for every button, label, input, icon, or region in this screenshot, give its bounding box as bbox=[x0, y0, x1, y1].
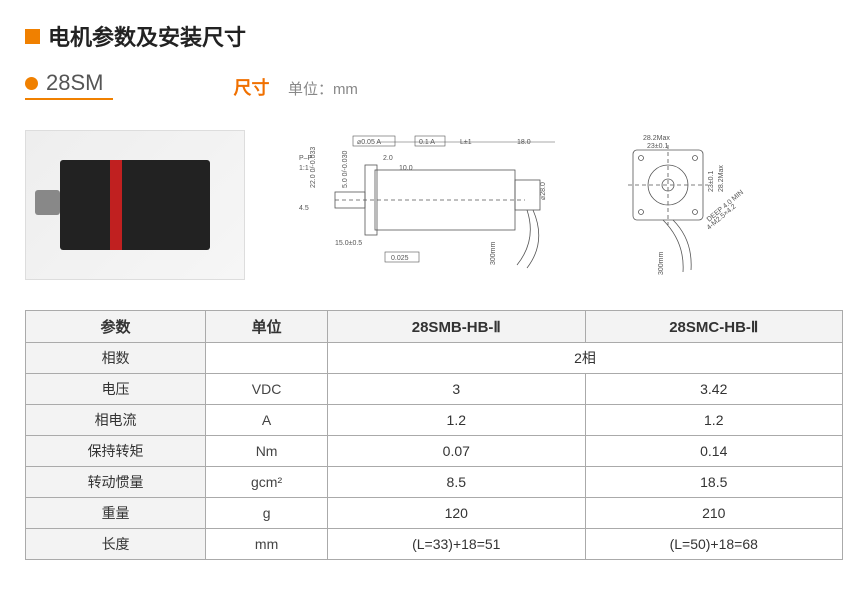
dimensions-label-group: 尺寸 单位：mm bbox=[233, 74, 357, 100]
gdtol3-label: 0.025 bbox=[391, 255, 409, 262]
col-unit: 单位 bbox=[206, 311, 328, 343]
value-cell-span: 2相 bbox=[328, 343, 843, 374]
motor-photo-placeholder bbox=[60, 160, 210, 250]
unit-cell: Nm bbox=[206, 436, 328, 467]
drawing-front-view: 28.2Max 23±0.1 23±0.1 28.2Max 4-M2.5×4.2… bbox=[603, 130, 773, 280]
circle-bullet-icon bbox=[25, 77, 38, 90]
value-cell-2: 18.5 bbox=[585, 467, 842, 498]
value-cell-1: 3 bbox=[328, 374, 585, 405]
param-name-cell: 长度 bbox=[26, 529, 206, 560]
value-cell-1: 8.5 bbox=[328, 467, 585, 498]
param-name-cell: 相数 bbox=[26, 343, 206, 374]
param-name-cell: 相电流 bbox=[26, 405, 206, 436]
title-text: 电机参数及安装尺寸 bbox=[48, 20, 246, 52]
unit-cell: A bbox=[206, 405, 328, 436]
unit-cell: g bbox=[206, 498, 328, 529]
table-row: 重量g120210 bbox=[26, 498, 843, 529]
value-cell-1: 0.07 bbox=[328, 436, 585, 467]
col-model2: 28SMC-HB-Ⅱ bbox=[585, 311, 842, 343]
d300-label-2: 300mm bbox=[658, 251, 665, 275]
unit-cell: gcm² bbox=[206, 467, 328, 498]
section-title: 电机参数及安装尺寸 bbox=[25, 20, 843, 52]
spec-table: 参数 单位 28SMB-HB-Ⅱ 28SMC-HB-Ⅱ 相数2相电压VDC33.… bbox=[25, 310, 843, 560]
d282max-label-2: 28.2Max bbox=[718, 165, 725, 192]
unit-cell bbox=[206, 343, 328, 374]
value-cell-2: 0.14 bbox=[585, 436, 842, 467]
unit-label: 单位：mm bbox=[288, 81, 358, 98]
d23-label-1: 23±0.1 bbox=[647, 143, 668, 150]
value-cell-2: 1.2 bbox=[585, 405, 842, 436]
image-row: ⌀0.05 A 0.1 A P–P 1:1 4.5 22.0 0/-0.033 … bbox=[25, 130, 843, 280]
d100-label: 10.0 bbox=[399, 165, 413, 172]
model-text: 28SM bbox=[46, 70, 103, 96]
d28-label: ⌀28.0 bbox=[540, 182, 547, 200]
value-cell-2: 210 bbox=[585, 498, 842, 529]
table-row: 电压VDC33.42 bbox=[26, 374, 843, 405]
table-row: 相电流A1.21.2 bbox=[26, 405, 843, 436]
col-param: 参数 bbox=[26, 311, 206, 343]
table-row: 保持转矩Nm0.070.14 bbox=[26, 436, 843, 467]
d22-label: 22.0 0/-0.033 bbox=[310, 147, 317, 188]
d300-label-1: 300mm bbox=[490, 241, 497, 265]
gdtol2-label: 0.1 A bbox=[419, 139, 435, 146]
d180-label: 18.0 bbox=[517, 139, 531, 146]
d45-label: 4.5 bbox=[299, 205, 309, 212]
value-cell-1: 1.2 bbox=[328, 405, 585, 436]
drawing-side-view: ⌀0.05 A 0.1 A P–P 1:1 4.5 22.0 0/-0.033 … bbox=[295, 130, 595, 280]
d20-label: 2.0 bbox=[383, 155, 393, 162]
table-row: 转动惯量gcm²8.518.5 bbox=[26, 467, 843, 498]
L-label: L±1 bbox=[460, 139, 472, 146]
motor-photo bbox=[25, 130, 245, 280]
technical-drawing: ⌀0.05 A 0.1 A P–P 1:1 4.5 22.0 0/-0.033 … bbox=[295, 130, 843, 280]
value-cell-1: 120 bbox=[328, 498, 585, 529]
d50-label: 5.0 0/-0.030 bbox=[342, 151, 349, 188]
d282max-label: 28.2Max bbox=[643, 135, 670, 142]
dim-label: 尺寸 bbox=[233, 78, 269, 98]
value-cell-2: 3.42 bbox=[585, 374, 842, 405]
d23-label-2: 23±0.1 bbox=[708, 171, 715, 192]
table-row: 相数 2相 bbox=[26, 343, 843, 374]
d150-label: 15.0±0.5 bbox=[335, 240, 362, 247]
table-row: 长度mm(L=33)+18=51(L=50)+18=68 bbox=[26, 529, 843, 560]
unit-cell: mm bbox=[206, 529, 328, 560]
square-bullet-icon bbox=[25, 29, 40, 44]
param-name-cell: 转动惯量 bbox=[26, 467, 206, 498]
param-name-cell: 重量 bbox=[26, 498, 206, 529]
ratio-label: 1:1 bbox=[299, 165, 309, 172]
gdtol1-label: ⌀0.05 A bbox=[357, 139, 381, 146]
model-label: 28SM bbox=[25, 70, 113, 100]
unit-cell: VDC bbox=[206, 374, 328, 405]
table-header-row: 参数 单位 28SMB-HB-Ⅱ 28SMC-HB-Ⅱ bbox=[26, 311, 843, 343]
value-cell-2: (L=50)+18=68 bbox=[585, 529, 842, 560]
col-model1: 28SMB-HB-Ⅱ bbox=[328, 311, 585, 343]
param-name-cell: 电压 bbox=[26, 374, 206, 405]
model-row: 28SM 尺寸 单位：mm bbox=[25, 70, 843, 100]
param-name-cell: 保持转矩 bbox=[26, 436, 206, 467]
value-cell-1: (L=33)+18=51 bbox=[328, 529, 585, 560]
